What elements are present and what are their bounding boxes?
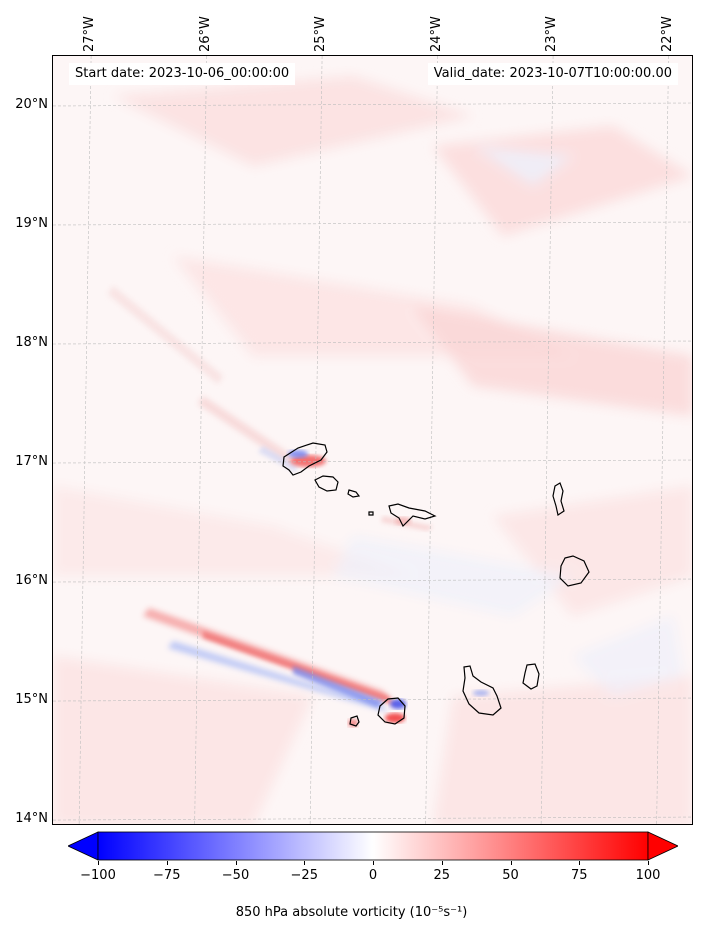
latitude-gridline xyxy=(53,102,692,107)
vortex-blue xyxy=(390,699,406,709)
colorbar-tick-mark xyxy=(304,861,306,865)
vortex-red xyxy=(290,455,326,467)
colorbar-extend-right xyxy=(647,831,679,861)
longitude-tick-label: 22°W xyxy=(659,16,675,52)
island-sao-vicente xyxy=(314,475,339,492)
latitude-tick-label: 17°N xyxy=(15,454,48,470)
colorbar-tick-mark xyxy=(510,861,512,865)
colorbar-body xyxy=(97,831,649,861)
latitude-gridline xyxy=(53,340,692,345)
island-brava xyxy=(349,715,360,727)
vorticity-map[interactable] xyxy=(53,56,693,825)
vorticity-background-field xyxy=(53,76,692,824)
latitude-gridline xyxy=(53,697,692,702)
colorbar-tick-mark xyxy=(166,861,168,865)
pink-patch xyxy=(493,486,692,616)
longitude-gridline xyxy=(540,56,554,824)
island-boa-vista xyxy=(559,555,590,587)
longitude-tick-label: 23°W xyxy=(544,16,560,52)
longitude-tick-label: 24°W xyxy=(428,16,444,52)
island-wake-streaks xyxy=(108,286,489,727)
latitude-gridline xyxy=(53,459,692,464)
colorbar-gradient xyxy=(67,831,679,861)
island-sao-nicolau xyxy=(388,503,437,528)
colorbar-extend-left xyxy=(67,831,99,861)
pink-patch xyxy=(413,306,692,416)
colorbar-tick-mark xyxy=(98,861,99,865)
latitude-tick-label: 19°N xyxy=(15,215,48,231)
island-santo-antao xyxy=(282,442,328,476)
colorbar-tick-mark xyxy=(373,861,374,865)
blue-patch xyxy=(333,536,573,616)
latitude-tick-label: 15°N xyxy=(15,692,48,708)
island-santa-luzia xyxy=(347,489,361,498)
pink-patch xyxy=(433,126,692,236)
colorbar-tick-mark xyxy=(441,861,443,865)
latitude-tick-label: 18°N xyxy=(15,335,48,350)
colorbar-tick-label: 50 xyxy=(502,868,519,883)
colorbar-label: 850 hPa absolute vorticity (10⁻⁵s⁻¹) xyxy=(235,905,468,920)
colorbar-tick-mark xyxy=(648,861,649,865)
wake-streak-faint xyxy=(198,396,293,464)
latitude-gridline xyxy=(53,221,692,226)
latitude-tick-label: 16°N xyxy=(15,573,48,589)
island-sal xyxy=(552,482,565,516)
colorbar-tick-label: −75 xyxy=(153,868,181,883)
island-small xyxy=(368,511,374,516)
longitude-gridline xyxy=(78,56,92,824)
colorbar-tick-mark xyxy=(235,861,237,865)
longitude-gridline xyxy=(656,56,669,824)
longitude-tick-label: 27°W xyxy=(82,16,98,52)
colorbar-tick-label: 25 xyxy=(433,868,451,883)
colorbar-tick-label: −100 xyxy=(80,868,116,883)
longitude-tick-label: 25°W xyxy=(313,16,329,52)
wake-streak-blue xyxy=(168,641,388,712)
coastlines xyxy=(282,442,590,727)
pink-patch xyxy=(53,486,413,576)
blue-patch xyxy=(573,616,683,696)
longitude-gridline xyxy=(425,56,438,824)
longitude-gridline xyxy=(309,56,323,824)
start-date-label: Start date: 2023-10-06_00:00:00 xyxy=(69,63,296,85)
longitude-tick-label: 26°W xyxy=(197,16,213,52)
island-maio xyxy=(522,663,540,690)
pink-patch xyxy=(433,676,692,824)
latitude-gridline xyxy=(53,816,692,821)
longitude-gridline xyxy=(194,56,207,824)
colorbar-tick-label: 0 xyxy=(368,868,378,883)
map-panel[interactable]: Start date: 2023-10-06_00:00:00 Valid_da… xyxy=(52,55,693,825)
wake-streak-faint xyxy=(108,286,223,384)
pink-patch xyxy=(53,656,313,824)
vortex-red xyxy=(385,713,405,723)
latitude-gridline xyxy=(53,578,692,583)
pink-patch xyxy=(113,76,473,166)
colorbar-tick-label: 100 xyxy=(635,868,661,883)
colorbar-tick-label: −50 xyxy=(221,868,250,883)
vortex-blue xyxy=(473,690,489,696)
blue-patch xyxy=(473,146,573,186)
valid-date-label: Valid_date: 2023-10-07T10:00:00.00 xyxy=(427,63,678,85)
colorbar xyxy=(67,831,679,861)
island-santiago xyxy=(462,665,502,716)
wake-streak-red-core xyxy=(203,631,393,704)
latitude-tick-label: 14°N xyxy=(15,811,48,827)
gridlines xyxy=(53,56,692,824)
colorbar-tick-label: 75 xyxy=(570,868,588,883)
colorbar-tick-mark xyxy=(579,861,581,865)
wake-streak-blue xyxy=(293,666,383,708)
latitude-tick-label: 20°N xyxy=(15,96,48,112)
wake-streak-faint xyxy=(258,446,298,472)
island-fogo xyxy=(377,697,406,725)
colorbar-tick-label: −25 xyxy=(290,868,318,883)
vortex-blue xyxy=(288,450,308,458)
